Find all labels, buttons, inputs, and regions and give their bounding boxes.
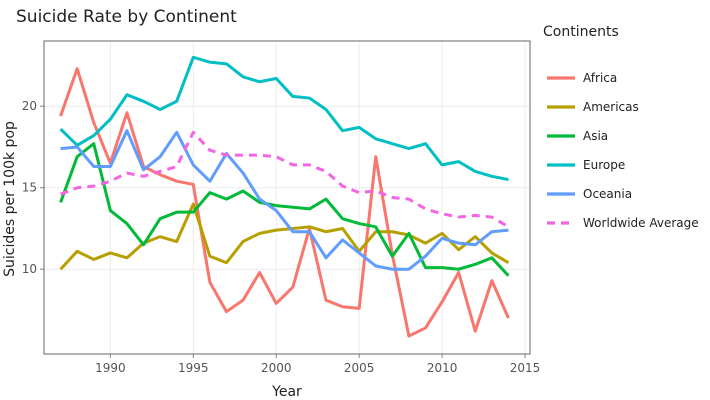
- plot-frame: [43, 40, 531, 355]
- legend: Continents Africa Americas Asia Europe Ocean…: [543, 24, 699, 230]
- x-tick-label: 2005: [344, 361, 375, 375]
- legend-label-americas: Americas: [583, 100, 639, 114]
- y-tick-label: 20: [22, 99, 37, 113]
- legend-label-oceania: Oceania: [583, 187, 632, 201]
- grid: [44, 41, 530, 354]
- series-line-asia: [59, 142, 510, 277]
- series-line-worldwide-average: [60, 130, 510, 229]
- x-axis-title: Year: [271, 384, 302, 400]
- series-line-oceania: [60, 129, 509, 271]
- chart-title: Suicide Rate by Continent: [16, 7, 237, 27]
- y-tick-label: 15: [22, 181, 37, 195]
- y-tick-label: 10: [22, 262, 37, 276]
- legend-label-europe: Europe: [583, 158, 625, 172]
- plot-area: [59, 55, 510, 338]
- legend-title: Continents: [543, 24, 619, 40]
- legend-label-africa: Africa: [583, 71, 617, 85]
- x-tick-label: 1990: [95, 361, 126, 375]
- series-line-africa: [59, 67, 510, 338]
- series-line-europe: [59, 55, 509, 182]
- x-tick-label: 2010: [427, 361, 458, 375]
- legend-label-asia: Asia: [583, 129, 608, 143]
- x-tick-label: 1995: [178, 361, 209, 375]
- axes: 1990 1995 2000 2005 2010 2015 10 15 20: [22, 99, 541, 375]
- series-line-americas: [59, 202, 510, 271]
- x-tick-label: 2015: [510, 361, 541, 375]
- y-axis-title: Suicides per 100k pop: [2, 121, 18, 277]
- legend-label-worldwide-average: Worldwide Average: [583, 216, 699, 230]
- x-tick-label: 2000: [261, 361, 292, 375]
